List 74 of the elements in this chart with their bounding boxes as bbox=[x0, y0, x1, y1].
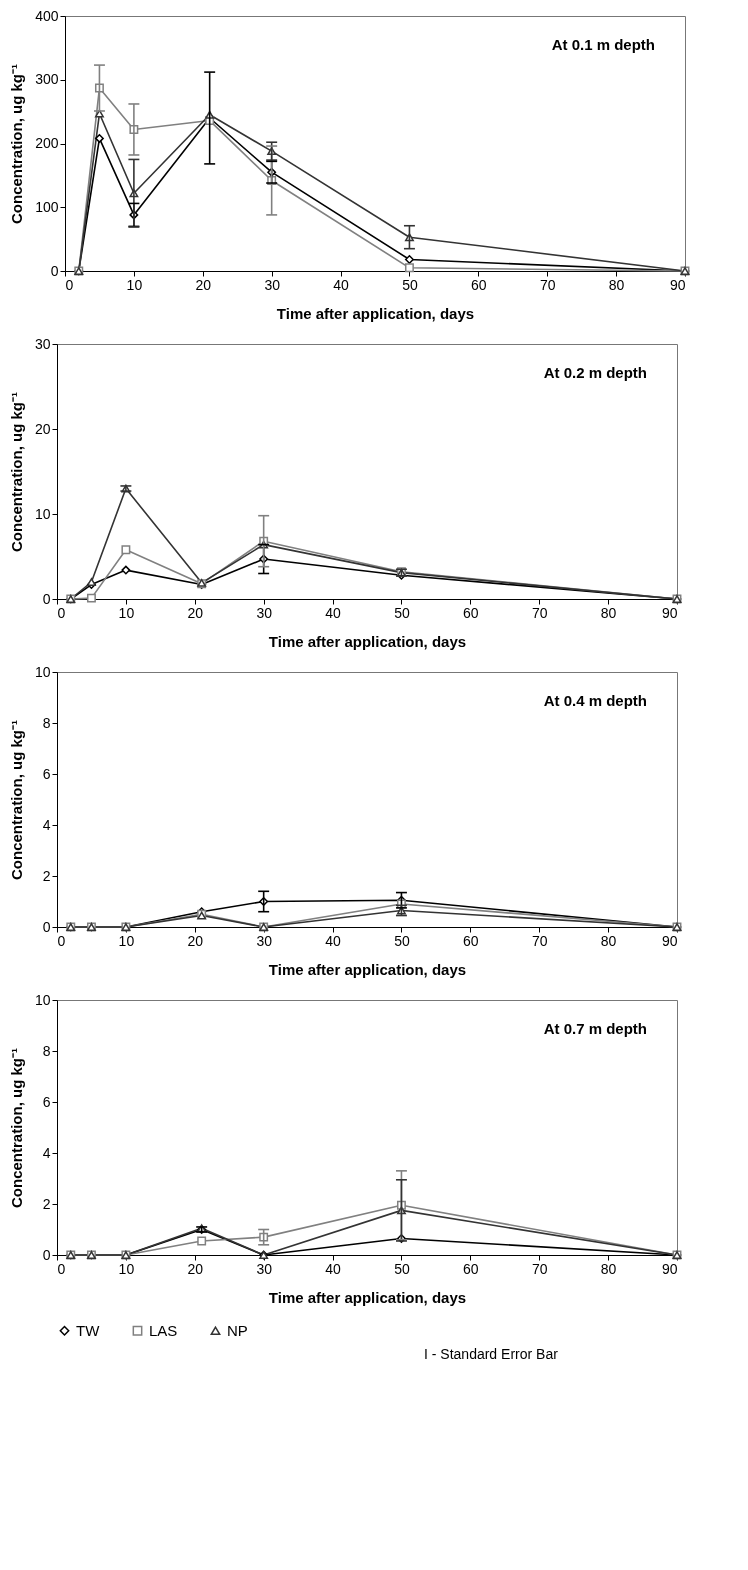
y-tick-label: 10 bbox=[34, 991, 51, 1008]
x-tick-label: 80 bbox=[600, 932, 617, 949]
x-tick-label: 70 bbox=[531, 604, 548, 621]
x-tick-label: 20 bbox=[195, 276, 212, 293]
y-tick-label: 200 bbox=[35, 135, 59, 151]
y-tick-label: 30 bbox=[34, 335, 51, 352]
x-tick-label: 50 bbox=[394, 604, 410, 621]
y-tick-label: 6 bbox=[42, 1093, 51, 1110]
y-tick-label: 8 bbox=[42, 714, 51, 731]
x-tick-label: 20 bbox=[187, 1260, 204, 1277]
x-tick-label: 40 bbox=[325, 932, 342, 949]
x-tick-label: 80 bbox=[600, 604, 617, 621]
y-tick-label: 2 bbox=[42, 867, 51, 884]
y-axis-title: Concentration, ug kg⁻¹ bbox=[7, 1048, 25, 1208]
y-tick-label: 10 bbox=[34, 505, 51, 522]
x-tick-label: 30 bbox=[256, 1260, 273, 1277]
y-axis-title: Concentration, ug kg⁻¹ bbox=[7, 720, 25, 880]
x-tick-label: 40 bbox=[333, 276, 350, 293]
x-tick-label: 80 bbox=[600, 1260, 617, 1277]
x-tick-label: 10 bbox=[118, 932, 135, 949]
y-tick-label: 0 bbox=[42, 1246, 51, 1263]
x-axis-title: Time after application, days bbox=[268, 1288, 467, 1306]
x-tick-label: 70 bbox=[531, 932, 548, 949]
y-tick-label: 0 bbox=[50, 262, 59, 279]
x-tick-label: 0 bbox=[65, 276, 74, 293]
x-tick-label: 40 bbox=[325, 1260, 342, 1277]
x-tick-label: 20 bbox=[187, 932, 204, 949]
text: At 0.1 m depth bbox=[551, 36, 655, 53]
x-tick-label: 50 bbox=[402, 276, 418, 293]
x-tick-label: 60 bbox=[463, 932, 479, 949]
x-axis-title: Time after application, days bbox=[268, 632, 467, 650]
x-tick-label: 80 bbox=[608, 276, 625, 293]
x-tick-label: 90 bbox=[669, 276, 686, 293]
y-tick-label: 4 bbox=[42, 1144, 51, 1161]
y-axis-title: Concentration, ug kg⁻¹ bbox=[7, 392, 25, 552]
x-tick-label: 50 bbox=[394, 1260, 410, 1277]
y-tick-label: 300 bbox=[35, 71, 59, 88]
y-tick-label: 0 bbox=[42, 590, 51, 607]
text: At 0.7 m depth bbox=[543, 1020, 647, 1037]
y-tick-label: 400 bbox=[35, 7, 59, 24]
legend-label: NP bbox=[227, 1321, 248, 1339]
x-tick-label: 90 bbox=[661, 1260, 678, 1277]
x-tick-label: 30 bbox=[264, 276, 281, 293]
y-tick-label: 6 bbox=[42, 765, 51, 782]
x-tick-label: 10 bbox=[126, 276, 143, 293]
y-tick-label: 8 bbox=[42, 1042, 51, 1059]
y-tick-label: 100 bbox=[35, 198, 59, 215]
y-tick-label: 0 bbox=[42, 918, 51, 935]
text: At 0.4 m depth bbox=[543, 692, 647, 709]
x-axis-title: Time after application, days bbox=[268, 960, 467, 978]
x-tick-label: 60 bbox=[463, 1260, 479, 1277]
x-tick-label: 10 bbox=[118, 604, 135, 621]
x-tick-label: 20 bbox=[187, 604, 204, 621]
text: I - Standard Error Bar bbox=[424, 1346, 559, 1362]
x-tick-label: 40 bbox=[325, 604, 342, 621]
x-tick-label: 70 bbox=[539, 276, 556, 293]
x-tick-label: 90 bbox=[661, 604, 678, 621]
legend-label: LAS bbox=[149, 1321, 178, 1339]
x-tick-label: 50 bbox=[394, 932, 410, 949]
x-tick-label: 10 bbox=[118, 1260, 135, 1277]
text: At 0.2 m depth bbox=[543, 364, 647, 381]
y-tick-label: 2 bbox=[42, 1195, 51, 1212]
x-tick-label: 60 bbox=[463, 604, 479, 621]
y-axis-title: Concentration, ug kg⁻¹ bbox=[8, 64, 26, 224]
y-tick-label: 4 bbox=[42, 816, 51, 833]
legend-label: TW bbox=[76, 1321, 101, 1339]
y-tick-label: 10 bbox=[34, 663, 51, 680]
x-tick-label: 30 bbox=[256, 932, 273, 949]
x-tick-label: 30 bbox=[256, 604, 273, 621]
x-tick-label: 60 bbox=[471, 276, 487, 293]
x-axis-title: Time after application, days bbox=[276, 304, 475, 322]
x-tick-label: 90 bbox=[661, 932, 678, 949]
x-tick-label: 70 bbox=[531, 1260, 548, 1277]
y-tick-label: 20 bbox=[34, 420, 51, 437]
